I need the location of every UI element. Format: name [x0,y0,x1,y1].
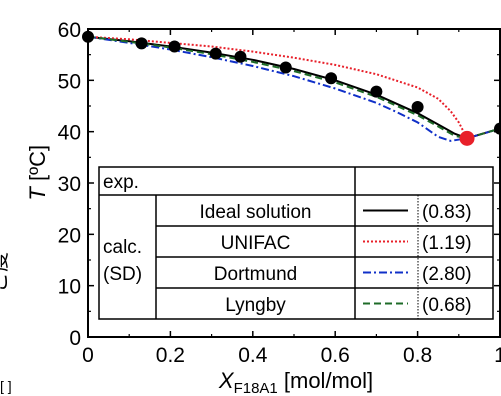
legend-sd-value: (0.83) [422,202,472,223]
exp-data-point [209,47,222,60]
x-tick-label: 0.6 [321,344,350,367]
eutectic-point [459,130,475,146]
y-tick-label: 0 [69,327,81,350]
legend-calc-label: calc. [103,237,142,258]
y-tick-label: 40 [58,122,81,145]
x-axis-title: XF18A1 [mol/mol] [218,368,373,396]
y-tick-label: 60 [58,19,81,42]
legend-series-name: Ideal solution [200,202,312,223]
exp-data-point [411,101,424,114]
x-axis-subscript: F18A1 [234,380,278,396]
exp-data-point [234,50,247,63]
legend-series-name: Dortmund [214,264,297,285]
x-axis-symbol: X [218,368,235,393]
legend-sd-label: (SD) [103,264,142,285]
legend-table: exp. calc. (SD) Ideal solution (0.83) UNIFAC (… [98,166,494,320]
y-tick-label: 10 [58,276,81,299]
edge-label-bottom: [ ] [0,378,12,394]
exp-data-point [135,37,148,50]
x-axis-unit: [mol/mol] [278,368,373,393]
y-tick-label: 20 [58,224,81,247]
exp-data-point [325,72,338,85]
legend-sd-value: (2.80) [422,264,472,285]
series-line-dortmund [87,35,501,142]
legend-series-name: Lyngby [225,295,286,316]
exp-data-point [279,61,292,74]
edge-label: ご度 [0,252,11,292]
y-axis-unit: [ºC] [25,145,50,187]
y-axis-title: T [ºC] [25,145,50,201]
x-tick-label: 0.8 [403,344,432,367]
x-tick-label: 0.4 [238,344,268,367]
y-tick-label: 50 [58,70,81,93]
legend-sd-value: (1.19) [422,233,472,254]
y-axis-symbol: T [25,186,50,201]
legend-exp-label: exp. [103,172,139,193]
exp-data-point [370,85,383,98]
x-tick-label: 0 [82,344,94,367]
legend-sd-value: (0.68) [422,295,472,316]
exp-data-point [168,40,181,53]
y-tick-label: 30 [58,173,81,196]
legend-series-name: UNIFAC [221,233,291,254]
legend-box [98,166,494,320]
x-tick-label: 1 [494,344,501,367]
x-tick-label: 0.2 [156,344,185,367]
